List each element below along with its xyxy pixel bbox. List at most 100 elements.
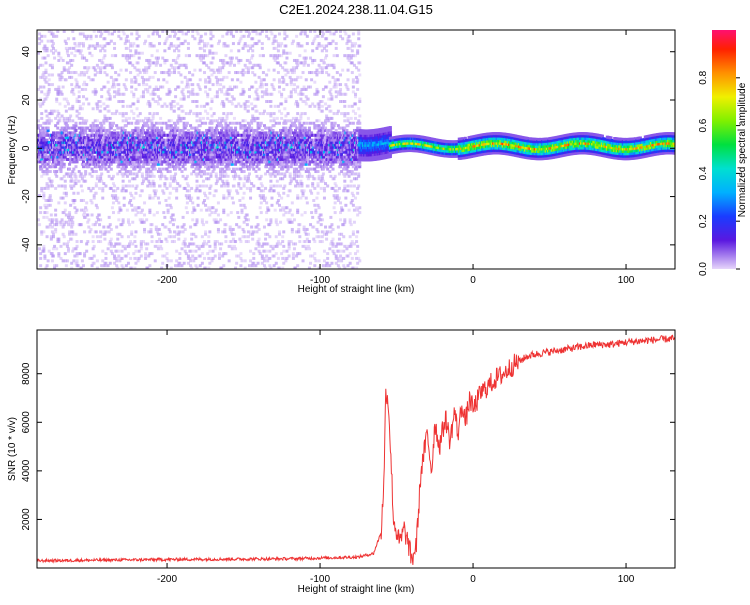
spectrogram-cell — [200, 261, 204, 265]
spectrogram-cell — [153, 191, 157, 195]
spectrogram-cell — [79, 266, 83, 269]
spectrogram-cell — [194, 264, 198, 268]
spectrogram-cell — [159, 116, 163, 120]
spectrogram-cell — [159, 157, 163, 161]
spectrogram-cell — [48, 184, 52, 188]
spectrogram-cell — [38, 153, 42, 157]
spectrogram-cell — [38, 223, 42, 227]
spectrogram-cell — [114, 71, 118, 75]
spectrogram-cell — [118, 155, 122, 159]
spectrogram-cell — [150, 157, 154, 161]
spectrogram-cell — [243, 107, 247, 111]
spectrogram-cell — [152, 133, 156, 137]
spectrogram-cell — [163, 148, 167, 152]
spectrogram-cell — [243, 44, 247, 48]
spectrogram-cell — [251, 232, 255, 236]
spectrogram-cell — [60, 75, 64, 79]
spectrogram-cell — [239, 92, 243, 96]
spectrogram-cell — [115, 78, 119, 82]
spectrogram-cell — [156, 128, 160, 132]
spectrogram-cell — [272, 116, 276, 120]
spectrogram-cell — [274, 218, 278, 222]
spectrogram-cell — [124, 184, 128, 188]
spectrogram-cell — [148, 196, 152, 200]
spectrogram-cell — [102, 119, 106, 123]
spectrogram-cell — [181, 230, 185, 234]
spectrogram-cell — [176, 162, 180, 166]
spectrogram-cell — [80, 126, 84, 130]
spectrogram-cell — [173, 30, 177, 33]
spectrogram-cell — [185, 133, 189, 137]
spectrogram-cell — [126, 148, 130, 152]
spectrogram-cell — [222, 196, 226, 200]
spectrogram-cell — [165, 80, 169, 84]
spectrogram-cell — [103, 237, 107, 241]
spectrogram-cell — [185, 201, 189, 205]
spectrogram-cell — [224, 240, 228, 244]
spectrogram-cell — [96, 153, 100, 157]
spectrogram-cell — [225, 196, 229, 200]
spectrogram-cell — [141, 95, 145, 99]
spectrogram-cell — [181, 128, 185, 132]
spectrogram-cell — [141, 90, 145, 94]
spectrogram-cell — [144, 252, 148, 256]
spectrogram-cell — [153, 138, 157, 142]
spectrogram-cell — [197, 143, 201, 147]
spectrogram-cell — [250, 230, 254, 234]
spectrogram-cell — [236, 150, 240, 154]
spectrogram-cell — [152, 30, 156, 33]
spectrogram-cell — [197, 167, 201, 171]
spectrogram-cell — [227, 126, 231, 130]
spectrogram-cell — [178, 261, 182, 265]
spectrogram-cell — [98, 160, 102, 164]
spectrogram-cell — [99, 66, 103, 70]
spectrogram-cell — [135, 172, 139, 176]
spectrogram-cell — [54, 172, 58, 176]
spectrogram-cell — [185, 136, 189, 140]
spectrogram-cell — [186, 254, 190, 258]
spectrogram-cell — [180, 247, 184, 251]
spectrogram-cell — [113, 42, 117, 46]
spectrogram-cell — [200, 220, 204, 224]
spectrogram-cell — [239, 124, 243, 128]
spectrogram-cell — [99, 218, 103, 222]
spectrogram-cell — [239, 167, 243, 171]
spectrogram-cell — [119, 100, 123, 104]
spectrogram-cell — [272, 189, 276, 193]
spectrogram-cell — [274, 252, 278, 256]
spectrogram-cell — [110, 150, 114, 154]
spectrogram-cell — [245, 179, 249, 183]
spectrogram-cell — [217, 242, 221, 246]
spectrogram-cell — [193, 208, 197, 212]
spectrogram-cell — [197, 128, 201, 132]
spectrogram-cell — [200, 121, 204, 125]
spectrogram-cell — [119, 138, 123, 142]
spectrogram-cell — [161, 254, 165, 258]
spectrogram-cell — [115, 225, 119, 229]
spectrogram-cell — [197, 247, 201, 251]
spectrogram-cell — [77, 112, 81, 116]
spectrogram-cell — [254, 30, 258, 33]
spectrogram-cell — [109, 237, 113, 241]
spectrogram-cell — [191, 34, 195, 38]
spectrogram-cell — [66, 240, 70, 244]
spectrogram-cell — [115, 264, 119, 268]
spectrogram-cell — [186, 184, 190, 188]
spectrogram-cell — [195, 100, 199, 104]
spectrogram-cell — [93, 46, 97, 50]
spectrogram-cell — [96, 145, 100, 149]
spectrogram-cell — [37, 66, 40, 70]
spectrogram-cell — [226, 44, 230, 48]
spectrogram-cell — [110, 206, 114, 210]
spectrogram-cell — [79, 71, 83, 75]
spectrogram-cell — [124, 124, 128, 128]
spectrogram-cell — [66, 136, 70, 140]
spectrogram-cell — [147, 179, 151, 183]
spectrogram-cell — [249, 259, 253, 263]
spectrogram-cell — [85, 58, 89, 62]
spectrogram-cell — [102, 141, 106, 145]
spectrogram-cell — [220, 157, 224, 161]
spectrogram-cell — [251, 54, 255, 58]
spectrogram-cell — [168, 170, 172, 174]
spectrogram-cell — [46, 126, 50, 130]
